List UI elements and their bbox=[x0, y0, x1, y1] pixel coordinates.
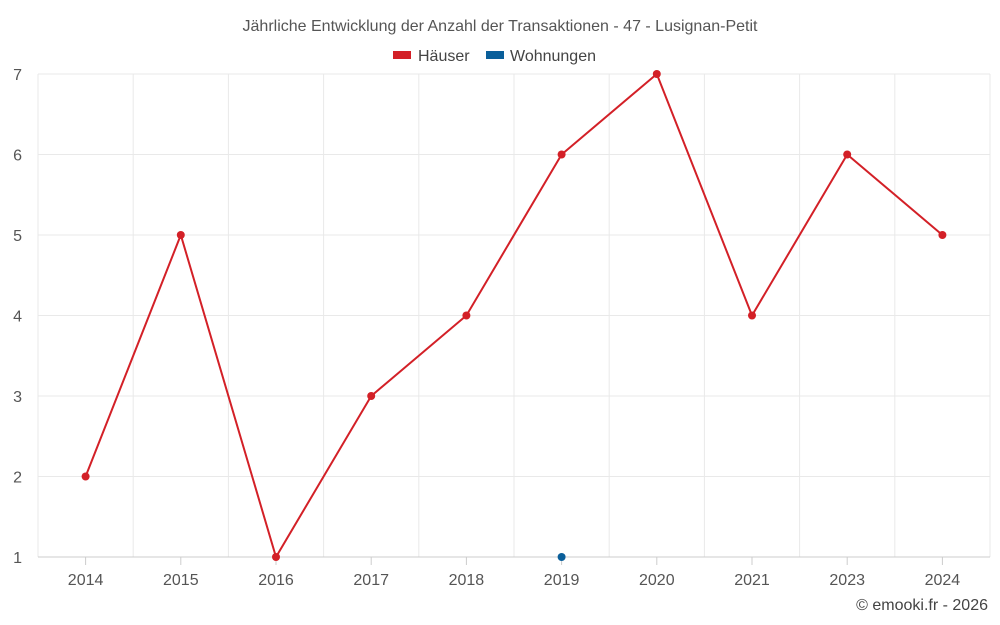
x-tick-label: 2020 bbox=[639, 572, 675, 589]
y-axis: 1 2 3 4 5 6 7 bbox=[13, 67, 22, 567]
data-point-haeuser-2023[interactable] bbox=[843, 150, 852, 159]
data-point-haeuser-2018[interactable] bbox=[462, 311, 471, 320]
grid bbox=[37, 73, 991, 557]
x-tick-label: 2014 bbox=[68, 572, 104, 589]
x-tick-label: 2017 bbox=[353, 572, 389, 589]
legend: Häuser Wohnungen bbox=[393, 48, 596, 65]
series-layer bbox=[81, 70, 947, 561]
x-tick-label: 2015 bbox=[163, 572, 199, 589]
data-point-haeuser-2019[interactable] bbox=[557, 150, 566, 159]
x-tick-label: 2021 bbox=[734, 572, 770, 589]
legend-item-haeuser[interactable]: Häuser bbox=[393, 48, 470, 65]
chart-title: Jährliche Entwicklung der Anzahl der Tra… bbox=[243, 18, 759, 35]
data-point-haeuser-2021[interactable] bbox=[748, 311, 756, 320]
y-tick-label: 5 bbox=[13, 228, 22, 245]
legend-label-haeuser: Häuser bbox=[418, 48, 470, 65]
y-tick-label: 4 bbox=[13, 309, 22, 326]
y-tick-label: 2 bbox=[13, 470, 22, 487]
x-tick-label: 2024 bbox=[925, 572, 961, 589]
y-tick-label: 1 bbox=[13, 550, 22, 567]
x-tick-label: 2019 bbox=[544, 572, 580, 589]
data-point-wohnungen-2019[interactable] bbox=[557, 553, 566, 561]
legend-label-wohnungen: Wohnungen bbox=[510, 48, 596, 65]
x-tick-label: 2023 bbox=[829, 572, 865, 589]
x-axis: 2014 2015 2016 2017 2018 2019 2020 2021 2023 2024 bbox=[38, 556, 990, 589]
series-line-haeuser bbox=[84, 72, 944, 560]
y-tick-label: 3 bbox=[13, 389, 22, 406]
legend-swatch-haeuser bbox=[393, 51, 411, 59]
legend-item-wohnungen[interactable]: Wohnungen bbox=[486, 48, 596, 65]
legend-swatch-wohnungen bbox=[486, 51, 504, 59]
data-point-haeuser-2016[interactable] bbox=[272, 553, 280, 561]
data-point-haeuser-2014[interactable] bbox=[81, 472, 90, 481]
data-point-haeuser-2020[interactable] bbox=[652, 70, 661, 78]
x-tick-label: 2016 bbox=[258, 572, 294, 589]
x-tick-label: 2018 bbox=[449, 572, 485, 589]
y-tick-label: 7 bbox=[13, 67, 22, 84]
data-point-haeuser-2015[interactable] bbox=[176, 231, 185, 239]
credit: © emooki.fr - 2026 bbox=[856, 597, 988, 614]
data-point-haeuser-2024[interactable] bbox=[938, 231, 947, 239]
y-tick-label: 6 bbox=[13, 148, 22, 165]
data-point-haeuser-2017[interactable] bbox=[367, 392, 376, 400]
